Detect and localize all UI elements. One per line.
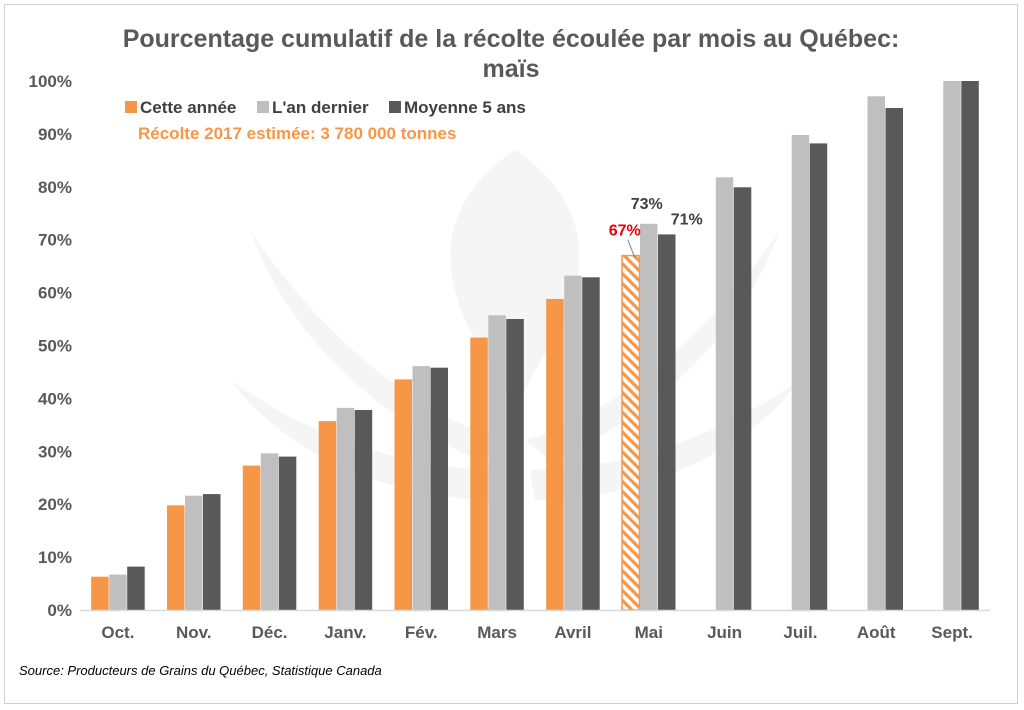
bar — [791, 135, 810, 610]
bar — [885, 108, 903, 610]
x-tick-label: Août — [857, 623, 896, 642]
bar — [564, 275, 582, 610]
bar — [336, 407, 355, 610]
legend-label-avg5: Moyenne 5 ans — [404, 98, 526, 117]
source-note: Source: Producteurs de Grains du Québec,… — [19, 663, 382, 678]
y-tick-label: 0% — [47, 601, 72, 620]
bar — [109, 574, 127, 610]
bar — [546, 298, 564, 610]
x-tick-label: Janv. — [324, 623, 366, 642]
bar — [127, 566, 145, 610]
y-tick-label: 40% — [38, 389, 72, 408]
bar — [470, 337, 488, 610]
x-tick-label: Nov. — [176, 623, 212, 642]
x-tick-label: Mai — [635, 623, 663, 642]
data-label: 67% — [609, 223, 641, 240]
bar-estimated — [621, 254, 641, 611]
bar — [242, 465, 261, 610]
bar — [203, 494, 221, 610]
bar — [733, 187, 752, 611]
x-axis: Oct. Nov. Déc. Janv. Fév. Mars Avril Mai Juin Jui… — [80, 609, 990, 642]
y-tick-label: 60% — [38, 284, 72, 303]
bar — [867, 96, 885, 611]
bar — [260, 453, 279, 610]
x-tick-label: Avril — [554, 623, 591, 642]
legend: Cette année L'an dernier Moyenne 5 ans — [125, 98, 526, 117]
legend-swatch-last-year — [257, 101, 269, 113]
bar — [430, 367, 448, 610]
bar — [354, 410, 373, 610]
chart-subtitle: maïs — [483, 55, 540, 83]
data-label: 71% — [671, 211, 703, 228]
y-tick-label: 90% — [38, 125, 72, 144]
y-tick-label: 70% — [38, 231, 72, 250]
x-tick-label: Sept. — [931, 623, 973, 642]
bar — [167, 505, 185, 610]
x-tick-label: Oct. — [101, 623, 134, 642]
label-leader-line — [627, 239, 636, 258]
x-tick-label: Juil. — [783, 623, 817, 642]
legend-label-this-year: Cette année — [140, 98, 236, 117]
x-tick-label: Juin — [707, 623, 742, 642]
y-tick-label: 20% — [38, 495, 72, 514]
y-tick-label: 30% — [38, 442, 72, 461]
bars — [91, 81, 979, 611]
bar — [943, 81, 961, 610]
bar — [582, 277, 600, 610]
bar — [640, 223, 658, 611]
legend-label-last-year: L'an dernier — [272, 98, 369, 117]
bar — [488, 315, 506, 610]
x-tick-label: Mars — [477, 623, 517, 642]
y-axis: 0% 10% 20% 30% 40% 50% 60% 70% 80% 90% 100% — [29, 72, 72, 620]
y-tick-label: 50% — [38, 337, 72, 356]
x-tick-label: Déc. — [252, 623, 288, 642]
bar — [412, 366, 430, 610]
x-tick-label: Fév. — [405, 623, 438, 642]
y-tick-label: 80% — [38, 178, 72, 197]
bar — [961, 81, 979, 610]
data-labels: 67% 73% 71% — [609, 196, 703, 258]
chart-title: Pourcentage cumulatif de la récolte écou… — [123, 25, 900, 53]
bar — [278, 456, 297, 610]
bar — [185, 495, 203, 610]
bar — [715, 177, 734, 611]
legend-swatch-this-year — [125, 101, 137, 113]
bar — [506, 319, 524, 610]
legend-swatch-avg5 — [389, 101, 401, 113]
bar — [91, 576, 109, 610]
bar — [318, 421, 337, 610]
y-tick-label: 100% — [29, 72, 72, 91]
bar — [394, 379, 412, 610]
bar — [658, 234, 676, 610]
harvest-estimate-note: Récolte 2017 estimée: 3 780 000 tonnes — [138, 124, 456, 143]
bar — [809, 143, 828, 610]
y-tick-label: 10% — [38, 548, 72, 567]
data-label: 73% — [631, 196, 663, 213]
